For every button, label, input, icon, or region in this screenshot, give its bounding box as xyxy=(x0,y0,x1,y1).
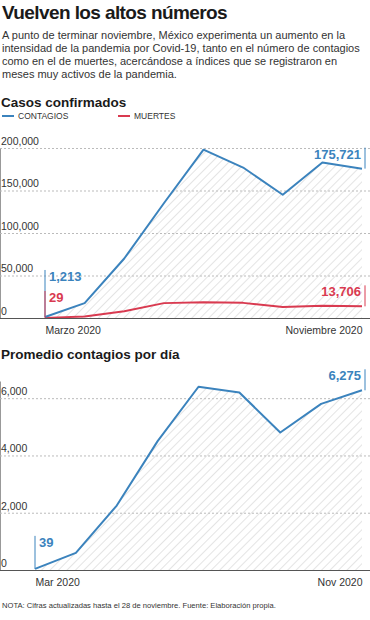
label-leader xyxy=(365,285,366,306)
data-label: 175,721 xyxy=(314,147,361,162)
x-axis: Marzo 2020 Noviembre 2020 xyxy=(46,318,363,336)
y-tick-label: 0 xyxy=(1,305,7,317)
data-labels: 39 6,275 xyxy=(35,368,365,569)
legend-label: CONTAGIOS xyxy=(18,111,69,121)
y-tick: 6,000 xyxy=(0,385,370,399)
data-label: 13,706 xyxy=(321,284,361,299)
legend-swatch xyxy=(118,115,130,117)
x-tick-label: Marzo 2020 xyxy=(46,324,102,336)
legend-item: MUERTES xyxy=(118,111,176,121)
plot-area xyxy=(35,387,362,570)
plot-area xyxy=(45,150,362,318)
grid-line xyxy=(0,318,370,319)
y-tick-label: 0 xyxy=(1,557,7,569)
legend-item: CONTAGIOS xyxy=(2,111,69,121)
data-label: 39 xyxy=(39,535,53,550)
data-label: 6,275 xyxy=(328,368,361,383)
x-tick-label: Mar 2020 xyxy=(36,576,81,588)
y-tick-label: 2,000 xyxy=(1,500,27,512)
grid-line xyxy=(0,398,370,399)
chart-title: Casos confirmados xyxy=(1,95,126,110)
y-tick-label: 50,000 xyxy=(1,262,33,274)
legend-label: MUERTES xyxy=(134,111,176,121)
data-label: 29 xyxy=(49,290,63,305)
x-axis-line xyxy=(36,570,363,571)
note: NOTA: Cifras actualizadas hasta el 28 de… xyxy=(2,601,276,610)
grid-line xyxy=(0,570,370,571)
label-leader xyxy=(365,148,366,169)
y-tick-label: 100,000 xyxy=(1,220,39,232)
y-tick-label: 200,000 xyxy=(1,135,39,147)
hatched-area xyxy=(45,150,362,318)
label-leader xyxy=(365,369,366,390)
chart-title: Promedio contagios por día xyxy=(1,347,180,362)
series-line xyxy=(35,387,362,569)
hatched-area xyxy=(35,387,362,570)
data-label: 1,213 xyxy=(49,269,82,284)
label-leader xyxy=(35,536,36,569)
x-tick-label: Noviembre 2020 xyxy=(285,324,362,336)
y-axis: 0 50,000 100,000 150,000 200,000 xyxy=(0,135,370,319)
legend: CONTAGIOS MUERTES xyxy=(2,111,176,121)
x-axis-line xyxy=(46,318,363,319)
page-subtitle: A punto de terminar noviembre, México ex… xyxy=(2,29,366,81)
x-axis: Mar 2020 Nov 2020 xyxy=(36,570,363,588)
label-leader xyxy=(45,291,46,318)
x-tick: Marzo 2020 xyxy=(46,318,102,336)
y-tick-label: 4,000 xyxy=(1,442,27,454)
series-line xyxy=(45,150,362,317)
data-labels: 1,213 175,721 29 13,706 xyxy=(45,147,365,318)
y-axis-line xyxy=(0,382,1,571)
y-tick-label: 6,000 xyxy=(1,385,27,397)
y-tick-label: 150,000 xyxy=(1,177,39,189)
series-line xyxy=(45,302,362,318)
chart-1: Promedio contagios por día 0 2,000 4,000 6,0… xyxy=(0,347,370,588)
x-tick: Noviembre 2020 xyxy=(285,318,362,336)
page-title: Vuelven los altos números xyxy=(2,2,227,24)
chart-0: Casos confirmados 0 50,000 100,000 150,000 20… xyxy=(0,95,370,336)
chart-canvas: Casos confirmados 0 50,000 100,000 150,000 20… xyxy=(0,0,370,620)
x-tick: Mar 2020 xyxy=(36,570,81,588)
x-tick: Nov 2020 xyxy=(318,570,363,588)
legend-swatch xyxy=(2,115,14,117)
y-axis: 0 2,000 4,000 6,000 xyxy=(0,382,370,571)
x-tick-label: Nov 2020 xyxy=(318,576,363,588)
